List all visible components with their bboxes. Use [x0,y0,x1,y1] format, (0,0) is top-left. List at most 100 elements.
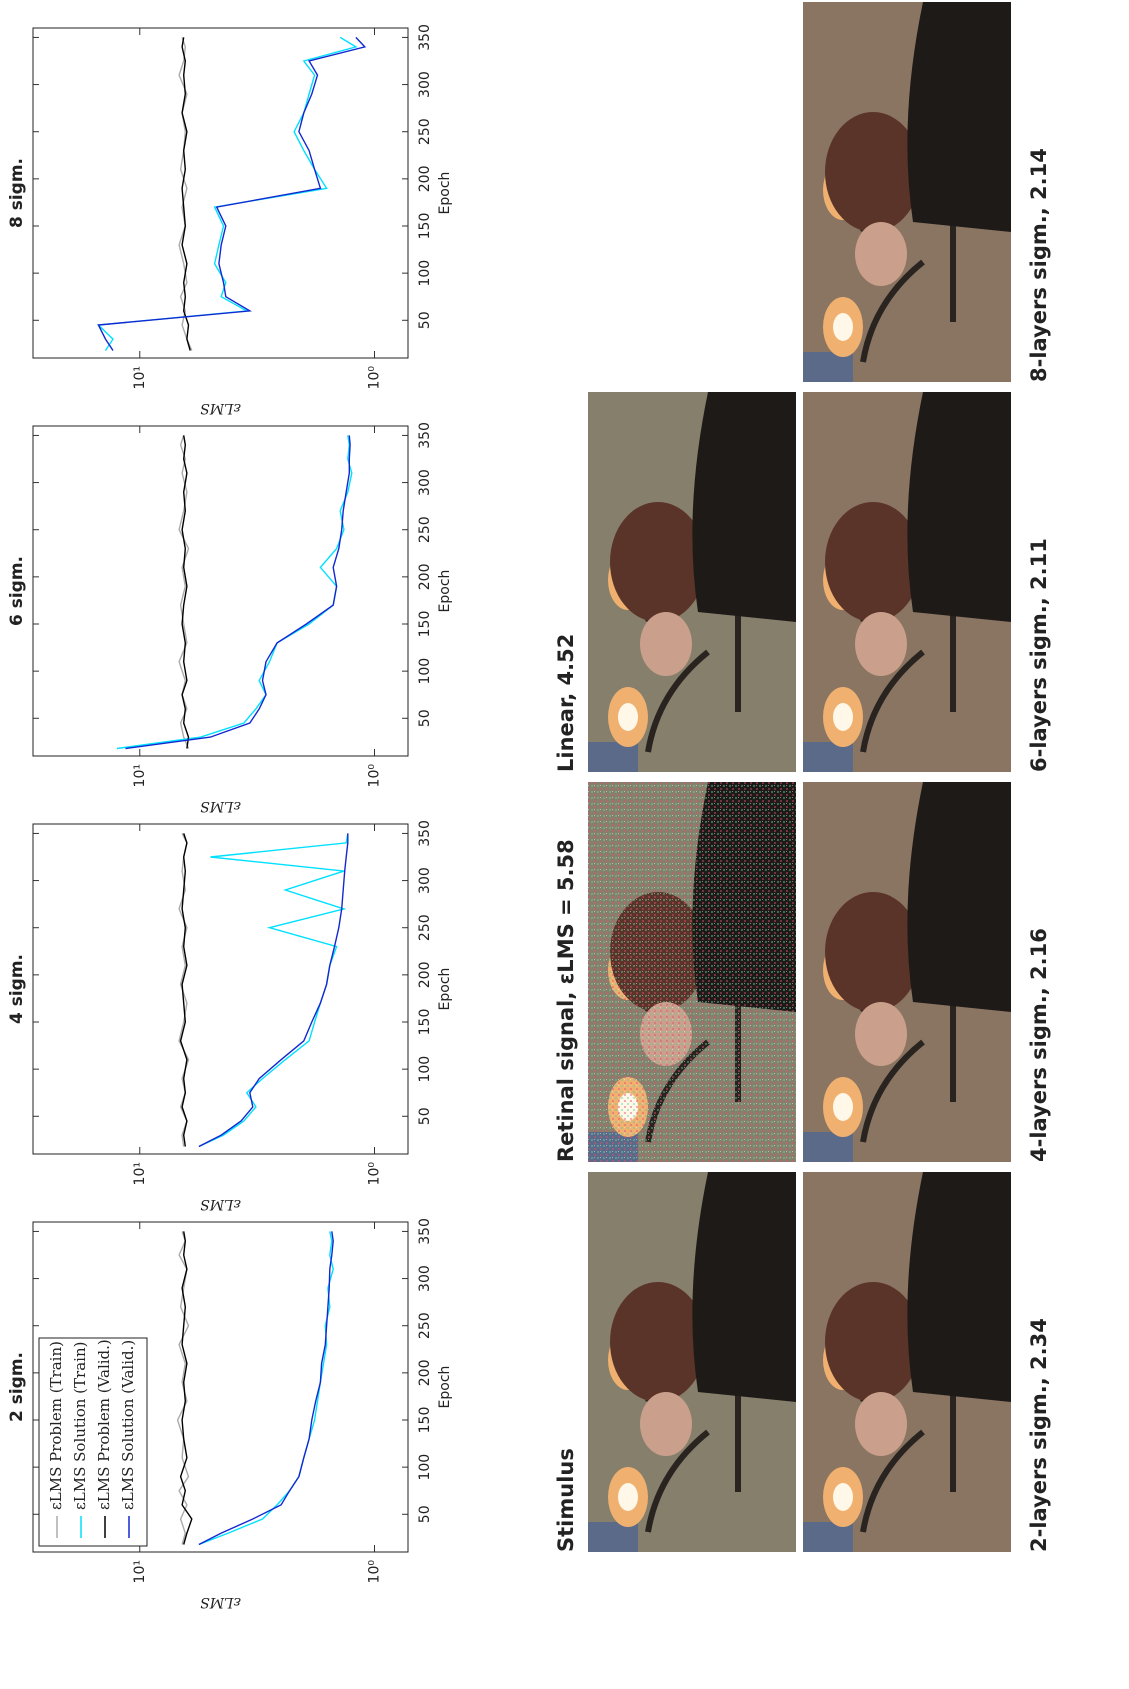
face [855,222,907,286]
face [855,612,907,676]
x-tick-label: 300 [417,71,433,98]
x-tick-label: 300 [417,469,433,496]
y-tick-label: 10⁰ [367,764,383,788]
plot-frame [32,425,409,757]
x-tick-label: 200 [417,961,433,988]
plot-frame [32,27,409,359]
x-axis-label: Epoch [437,172,453,215]
x-tick-label: 50 [417,1505,433,1523]
image-caption: Linear, 4.52 [554,634,578,772]
lamp [833,1093,853,1121]
x-tick-label: 350 [417,422,433,449]
body [907,392,1011,622]
photo-frame-art [588,742,638,772]
image-caption: 4-layers sigm., 2.16 [1027,928,1051,1162]
face [855,1392,907,1456]
x-tick-label: 350 [417,1218,433,1245]
y-tick-label: 10⁰ [367,1162,383,1186]
image-tile [803,392,1011,772]
body [907,782,1011,1012]
body [692,1172,796,1402]
hair [610,1282,706,1402]
photo-frame-art [803,352,853,382]
line-series [181,37,191,351]
y-tick-label: 10¹ [132,366,148,389]
hair [825,1282,921,1402]
line-series [116,435,353,750]
x-tick-label: 150 [417,611,433,638]
photo-frame-art [588,1522,638,1552]
photo-frame-art [803,1522,853,1552]
lamp [618,703,638,731]
image-tile [588,1172,796,1552]
lamp [618,1483,638,1511]
x-tick-label: 350 [417,24,433,51]
x-tick-label: 250 [417,118,433,145]
legend-label: εLMS Solution (Train) [71,1342,89,1510]
x-tick-label: 200 [417,1359,433,1386]
chart-title: 8 sigm. [7,158,27,228]
y-tick-label: 10¹ [132,764,148,787]
x-axis-label: Epoch [437,1366,453,1409]
x-tick-label: 300 [417,1265,433,1292]
line-series [178,435,190,749]
body [692,392,796,622]
photo-frame-art [803,1132,853,1162]
y-axis-label: εLMS [200,1594,241,1610]
image-tile [803,2,1011,382]
x-tick-label: 150 [417,1407,433,1434]
line-series [198,1231,334,1546]
x-tick-label: 250 [417,1312,433,1339]
image-tile [588,782,796,1162]
chart-title: 2 sigm. [7,1352,27,1422]
noise [588,782,796,1162]
hair [825,892,921,1012]
x-tick-label: 250 [417,516,433,543]
hair [825,112,921,232]
y-tick-label: 10¹ [132,1560,148,1583]
x-tick-label: 150 [417,1009,433,1036]
image-tile [588,392,796,772]
x-axis-label: Epoch [437,968,453,1011]
image-caption: Stimulus [554,1448,578,1552]
y-tick-label: 10⁰ [367,1560,383,1584]
image-caption: 6-layers sigm., 2.11 [1027,538,1051,772]
x-tick-label: 300 [417,867,433,894]
line-series [178,37,193,351]
line-series [96,36,358,351]
line-series [125,435,351,750]
x-tick-label: 200 [417,165,433,192]
x-axis-label: Epoch [437,570,453,613]
line-series [198,1231,334,1546]
face [855,1002,907,1066]
plot-frame [32,1221,409,1553]
x-tick-label: 100 [417,260,433,287]
x-tick-label: 200 [417,563,433,590]
x-tick-label: 250 [417,914,433,941]
legend-box [38,1337,148,1547]
image-caption: Retinal signal, εLMS = 5.58 [554,839,578,1162]
x-tick-label: 150 [417,213,433,240]
chart-title: 6 sigm. [7,556,27,626]
image-tile [803,782,1011,1162]
x-tick-label: 50 [417,311,433,329]
photo-frame-art [803,742,853,772]
x-tick-label: 100 [417,1056,433,1083]
hair [610,502,706,622]
line-series [179,833,188,1147]
face [640,1392,692,1456]
y-axis-label: εLMS [200,400,241,416]
legend-label: εLMS Problem (Train) [47,1341,65,1510]
image-caption: 8-layers sigm., 2.14 [1027,148,1051,382]
image-tile [803,1172,1011,1552]
line-series [179,1231,193,1545]
lamp [833,703,853,731]
lamp [833,1483,853,1511]
body [907,1172,1011,1402]
hair [825,502,921,622]
line-series [97,36,367,351]
x-tick-label: 100 [417,658,433,685]
